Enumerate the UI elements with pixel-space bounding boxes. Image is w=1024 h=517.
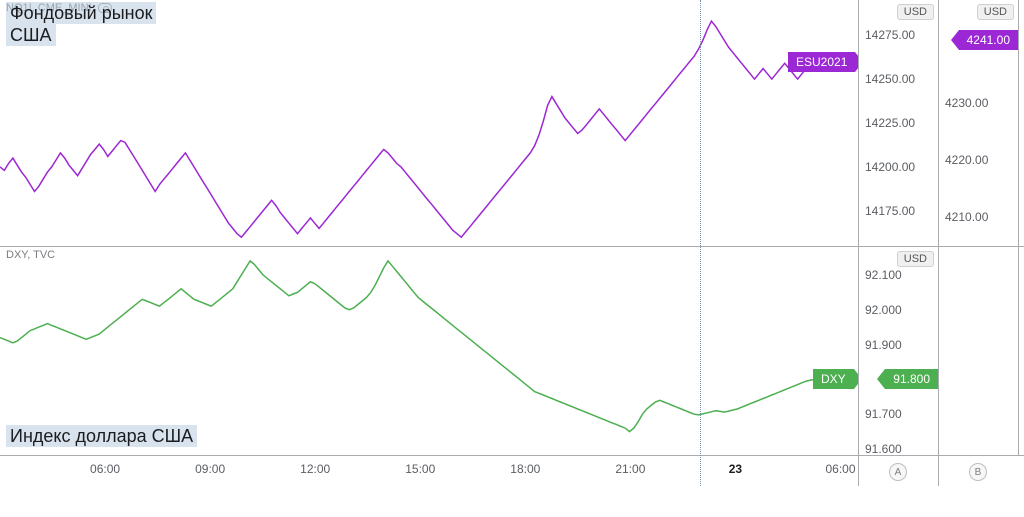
time-tick-label: 12:00 — [300, 462, 330, 476]
time-tick-label: 15:00 — [405, 462, 435, 476]
chart-container: NQ1!, CME_MINI Фондовый рынок США ESU202… — [0, 0, 1024, 517]
line-series-top — [0, 0, 858, 246]
panel-title-top-line2: США — [6, 24, 56, 46]
panel-title-top-line1: Фондовый рынок — [6, 2, 156, 24]
price-tag-arrow-icon — [877, 369, 885, 389]
axis-tick-label: 14175.00 — [865, 204, 915, 218]
unit-box-bot-a[interactable]: USD — [897, 251, 934, 267]
axis-tick-label: 92.000 — [865, 303, 902, 317]
axis-right-scale-bot[interactable] — [938, 247, 1018, 455]
unit-box-top-b[interactable]: USD — [977, 4, 1014, 20]
axis-left-scale-bot[interactable]: USD 91.600 91.700 91.800 91.900 92.000 92.100 — [858, 247, 938, 455]
symbol-tag-top[interactable]: ESU2021 — [788, 52, 855, 72]
time-tick-label: 09:00 — [195, 462, 225, 476]
scale-button-a[interactable]: A — [889, 463, 907, 481]
axis-tick-label: 91.900 — [865, 338, 902, 352]
time-tick-label: 06:00 — [825, 462, 855, 476]
axis-right-scale-top[interactable]: USD 4210.00 4220.00 4230.00 4241.00 — [938, 0, 1018, 246]
symbol-tag-bot[interactable]: DXY — [813, 369, 854, 389]
symbol-tag-bot-label: DXY — [821, 372, 846, 386]
axis-tick-label: 91.600 — [865, 442, 902, 456]
price-tag-value: 4241.00 — [967, 33, 1010, 47]
price-tag-top[interactable]: 4241.00 — [959, 30, 1018, 50]
axis-edge-top — [1018, 0, 1024, 246]
time-tick-label: 06:00 — [90, 462, 120, 476]
axis-tick-label: 14200.00 — [865, 160, 915, 174]
time-axis-divider-a — [858, 456, 859, 486]
axis-left-scale-top[interactable]: USD 14175.00 14200.00 14225.00 14250.00 1427… — [858, 0, 938, 246]
axis-tick-label: 4220.00 — [945, 153, 988, 167]
axis-tick-label: 14275.00 — [865, 28, 915, 42]
time-tick-label: 21:00 — [615, 462, 645, 476]
axis-tick-label: 91.700 — [865, 407, 902, 421]
panel-bot: DXY, TVC Индекс доллара США DXY USD 91.6… — [0, 246, 1024, 486]
symbol-tag-top-label: ESU2021 — [796, 55, 847, 69]
unit-box-top-a[interactable]: USD — [897, 4, 934, 20]
axis-tick-label: 14225.00 — [865, 116, 915, 130]
axis-tick-label: 4230.00 — [945, 96, 988, 110]
time-axis-divider-b — [938, 456, 939, 486]
time-tick-label: 23 — [729, 462, 742, 476]
price-tag-bot[interactable]: 91.800 — [885, 369, 938, 389]
scale-button-b[interactable]: B — [969, 463, 987, 481]
axis-tick-label: 14250.00 — [865, 72, 915, 86]
axis-tick-label: 92.100 — [865, 268, 902, 282]
axis-edge-bot — [1018, 247, 1024, 455]
price-tag-value: 91.800 — [893, 372, 930, 386]
panel-top: NQ1!, CME_MINI Фондовый рынок США ESU202… — [0, 0, 1024, 246]
price-tag-arrow-icon — [951, 30, 959, 50]
chart-area-top[interactable]: NQ1!, CME_MINI Фондовый рынок США ESU202… — [0, 0, 858, 246]
panel-title-bot: Индекс доллара США — [6, 425, 197, 447]
ticker-info-bot[interactable]: DXY, TVC — [6, 249, 55, 261]
ticker-text-bot: DXY, TVC — [6, 249, 55, 261]
chart-area-bot[interactable]: DXY, TVC Индекс доллара США DXY — [0, 247, 858, 455]
time-axis[interactable]: 06:0009:0012:0015:0018:0021:002306:00 A … — [0, 455, 1024, 486]
axis-tick-label: 4210.00 — [945, 210, 988, 224]
time-tick-label: 18:00 — [510, 462, 540, 476]
crosshair-vertical — [700, 0, 701, 486]
